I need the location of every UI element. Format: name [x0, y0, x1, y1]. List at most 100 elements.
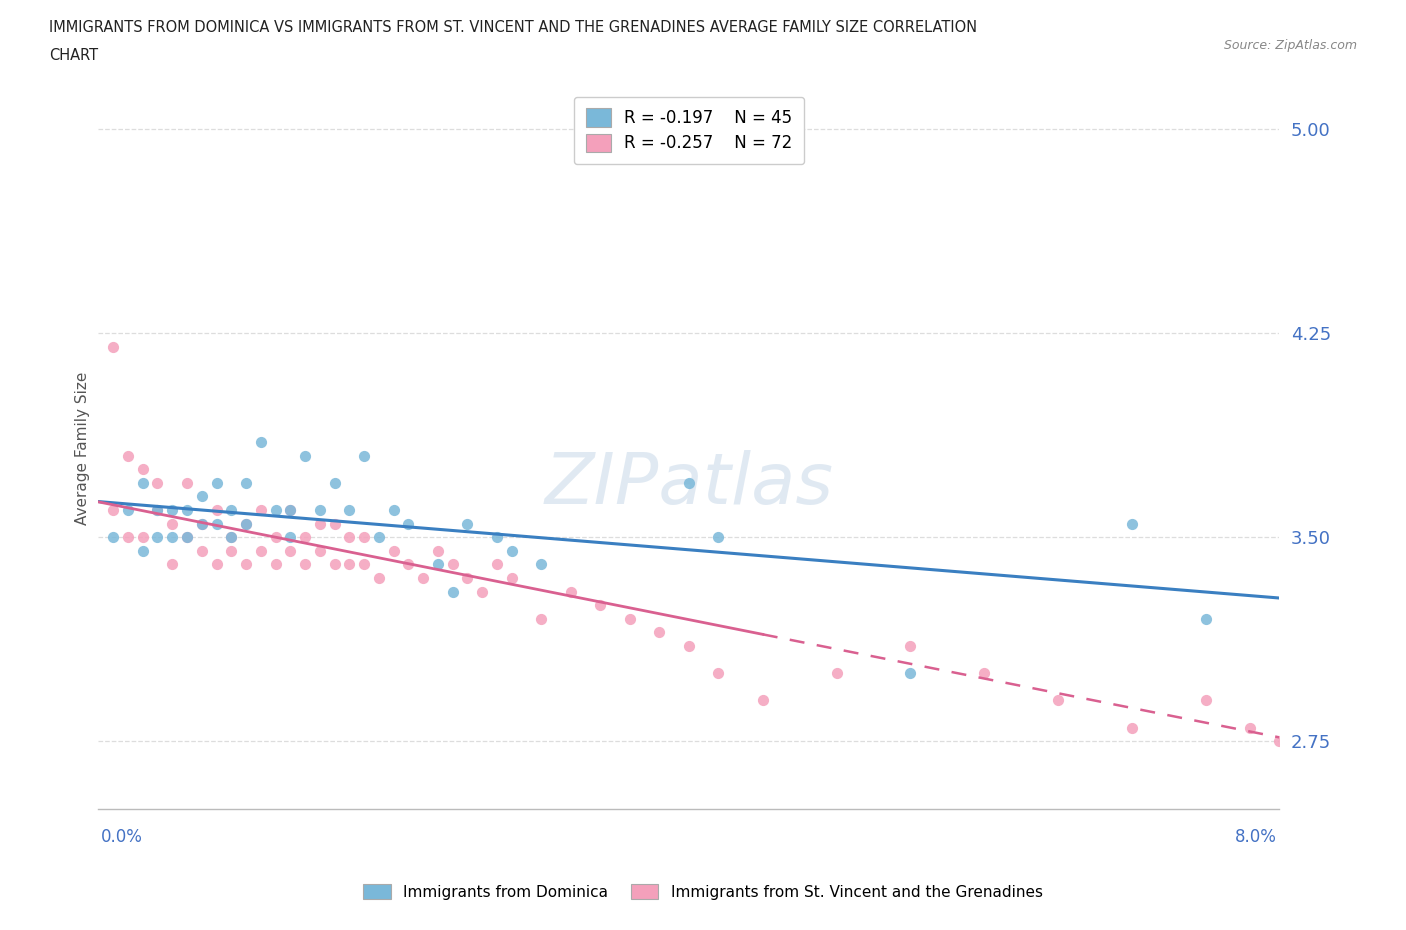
Point: [191, 489, 214, 504]
Point: [250, 543, 273, 558]
Point: [205, 557, 228, 572]
Point: [162, 502, 183, 517]
Point: [235, 516, 257, 531]
Point: [973, 666, 995, 681]
Point: [707, 530, 730, 545]
Point: [396, 557, 419, 572]
Point: [1298, 734, 1320, 749]
Point: [162, 516, 183, 531]
Point: [235, 475, 257, 490]
Point: [707, 666, 730, 681]
Point: [501, 570, 523, 585]
Point: [132, 475, 155, 490]
Point: [1327, 748, 1350, 763]
Text: ZIPatlas: ZIPatlas: [544, 450, 834, 519]
Point: [900, 666, 922, 681]
Point: [900, 639, 922, 654]
Point: [162, 530, 183, 545]
Point: [146, 502, 169, 517]
Point: [146, 530, 169, 545]
Point: [219, 530, 242, 545]
Point: [250, 502, 273, 517]
Point: [323, 475, 346, 490]
Point: [278, 502, 302, 517]
Point: [1268, 734, 1291, 749]
Point: [1357, 734, 1379, 749]
Point: [219, 530, 242, 545]
Point: [264, 557, 287, 572]
Point: [278, 543, 302, 558]
Point: [146, 475, 169, 490]
Point: [176, 530, 198, 545]
Point: [1239, 720, 1261, 735]
Point: [619, 611, 641, 626]
Point: [132, 530, 155, 545]
Point: [456, 570, 478, 585]
Point: [353, 530, 375, 545]
Point: [589, 598, 612, 613]
Point: [751, 693, 773, 708]
Point: [1121, 720, 1143, 735]
Point: [117, 530, 139, 545]
Point: [456, 516, 478, 531]
Point: [117, 502, 139, 517]
Point: [1194, 693, 1216, 708]
Point: [337, 557, 360, 572]
Point: [250, 434, 273, 449]
Legend: Immigrants from Dominica, Immigrants from St. Vincent and the Grenadines: Immigrants from Dominica, Immigrants fro…: [357, 877, 1049, 906]
Text: 0.0%: 0.0%: [101, 828, 143, 845]
Point: [146, 502, 169, 517]
Point: [485, 557, 508, 572]
Point: [294, 557, 316, 572]
Point: [205, 502, 228, 517]
Point: [1121, 516, 1143, 531]
Text: IMMIGRANTS FROM DOMINICA VS IMMIGRANTS FROM ST. VINCENT AND THE GRENADINES AVERA: IMMIGRANTS FROM DOMINICA VS IMMIGRANTS F…: [49, 20, 977, 35]
Point: [825, 666, 848, 681]
Point: [441, 584, 464, 599]
Point: [353, 448, 375, 463]
Point: [485, 530, 508, 545]
Point: [191, 516, 214, 531]
Point: [678, 639, 700, 654]
Point: [132, 461, 155, 476]
Point: [308, 502, 332, 517]
Point: [278, 530, 302, 545]
Point: [1386, 748, 1406, 763]
Point: [426, 543, 449, 558]
Point: [1194, 611, 1216, 626]
Point: [103, 339, 125, 354]
Point: [337, 502, 360, 517]
Point: [337, 530, 360, 545]
Point: [678, 475, 700, 490]
Point: [353, 557, 375, 572]
Point: [323, 557, 346, 572]
Point: [264, 530, 287, 545]
Legend: R = -0.197    N = 45, R = -0.257    N = 72: R = -0.197 N = 45, R = -0.257 N = 72: [574, 97, 804, 164]
Point: [323, 516, 346, 531]
Point: [205, 516, 228, 531]
Point: [367, 530, 389, 545]
Point: [530, 611, 553, 626]
Point: [176, 502, 198, 517]
Point: [382, 543, 405, 558]
Y-axis label: Average Family Size: Average Family Size: [75, 372, 90, 525]
Point: [1046, 693, 1069, 708]
Point: [530, 557, 553, 572]
Point: [235, 516, 257, 531]
Point: [471, 584, 494, 599]
Point: [308, 543, 332, 558]
Point: [235, 557, 257, 572]
Point: [191, 543, 214, 558]
Point: [278, 502, 302, 517]
Point: [191, 516, 214, 531]
Point: [162, 557, 183, 572]
Point: [560, 584, 582, 599]
Point: [308, 516, 332, 531]
Point: [501, 543, 523, 558]
Point: [264, 502, 287, 517]
Point: [396, 516, 419, 531]
Point: [176, 475, 198, 490]
Point: [132, 543, 155, 558]
Text: 8.0%: 8.0%: [1234, 828, 1277, 845]
Point: [648, 625, 671, 640]
